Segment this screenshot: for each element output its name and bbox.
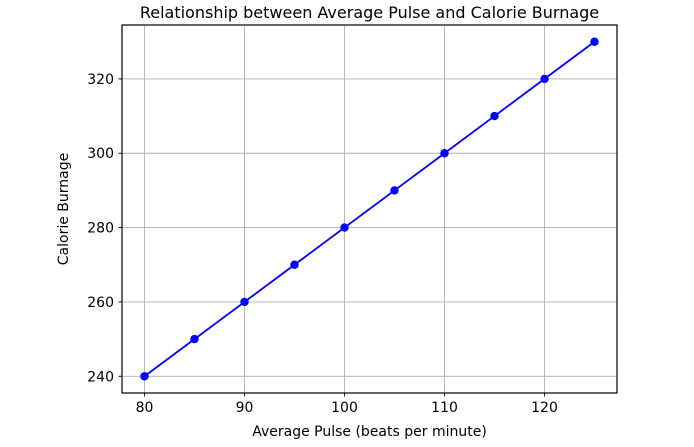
data-point-marker bbox=[340, 223, 349, 232]
data-point-marker bbox=[140, 372, 149, 381]
x-tick-label: 110 bbox=[431, 400, 458, 416]
y-tick-label: 280 bbox=[87, 221, 114, 237]
data-point-marker bbox=[390, 186, 399, 195]
data-point-marker bbox=[240, 297, 249, 307]
x-tick-label: 80 bbox=[136, 400, 154, 416]
y-tick-label: 240 bbox=[87, 369, 114, 385]
data-point-marker bbox=[290, 260, 299, 269]
data-series bbox=[140, 37, 599, 381]
axis-ticks: 80 90 100 110 120 240 260 280 300 320 bbox=[87, 72, 558, 416]
data-line bbox=[143, 41, 596, 377]
y-axis-label: Calorie Burnage bbox=[56, 153, 72, 265]
data-point-marker bbox=[490, 111, 499, 121]
x-tick-label: 120 bbox=[531, 400, 558, 416]
x-tick-label: 100 bbox=[331, 400, 358, 416]
data-point-marker bbox=[590, 37, 599, 46]
plot-frame bbox=[121, 24, 618, 394]
y-tick-label: 300 bbox=[87, 146, 114, 162]
data-point-marker bbox=[540, 74, 549, 84]
x-axis-label: Average Pulse (beats per minute) bbox=[252, 424, 487, 440]
x-tick-label: 90 bbox=[236, 400, 254, 416]
y-tick-label: 260 bbox=[87, 295, 114, 311]
data-point-marker bbox=[440, 149, 449, 158]
data-point-marker bbox=[190, 334, 199, 344]
gridlines bbox=[122, 25, 617, 393]
chart-title: Relationship between Average Pulse and C… bbox=[140, 3, 599, 22]
y-tick-label: 320 bbox=[87, 72, 114, 88]
